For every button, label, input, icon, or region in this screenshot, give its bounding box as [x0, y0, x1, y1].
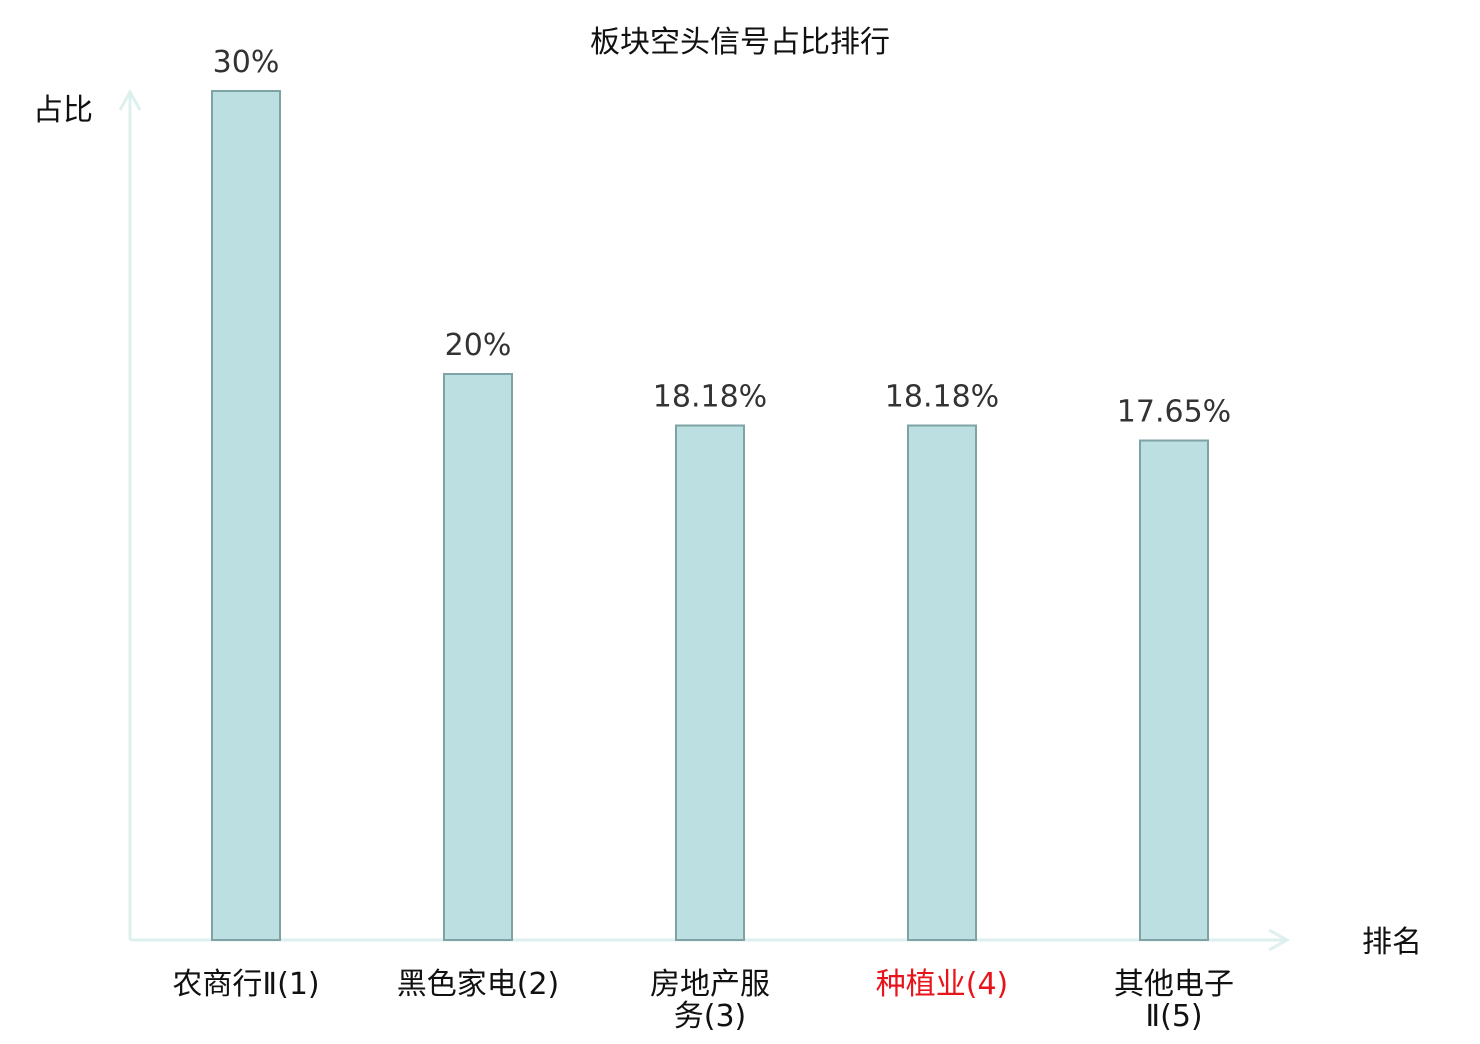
- category-label-2: 黑色家电(2): [397, 967, 560, 1002]
- bar-2: [443, 373, 513, 941]
- y-axis-label: 占比: [33, 93, 93, 128]
- value-label-2: 20%: [445, 328, 512, 363]
- bar-4: [907, 424, 977, 942]
- category-label-3-line-1: 房地产服: [650, 967, 770, 1002]
- category-label-3-line-2: 务(3): [674, 999, 747, 1034]
- bar-1: [211, 90, 281, 941]
- value-label-4: 18.18%: [885, 380, 999, 415]
- value-label-5: 17.65%: [1117, 395, 1231, 430]
- category-label-4: 种植业(4): [876, 967, 1009, 1002]
- x-axis-label: 排名: [1362, 925, 1422, 960]
- category-label-1: 农商行Ⅱ(1): [172, 967, 319, 1002]
- value-label-1: 30%: [213, 45, 280, 80]
- bar-3: [675, 424, 745, 942]
- category-label-5-line-2: Ⅱ(5): [1145, 999, 1202, 1034]
- bar-5: [1139, 439, 1209, 941]
- value-labels-group: 30% 20% 18.18% 18.18% 17.65%: [213, 45, 1232, 430]
- category-label-5-line-1: 其他电子: [1114, 967, 1234, 1002]
- bars-group: [211, 90, 1209, 942]
- chart-title: 板块空头信号占比排行: [590, 25, 890, 60]
- value-label-3: 18.18%: [653, 380, 767, 415]
